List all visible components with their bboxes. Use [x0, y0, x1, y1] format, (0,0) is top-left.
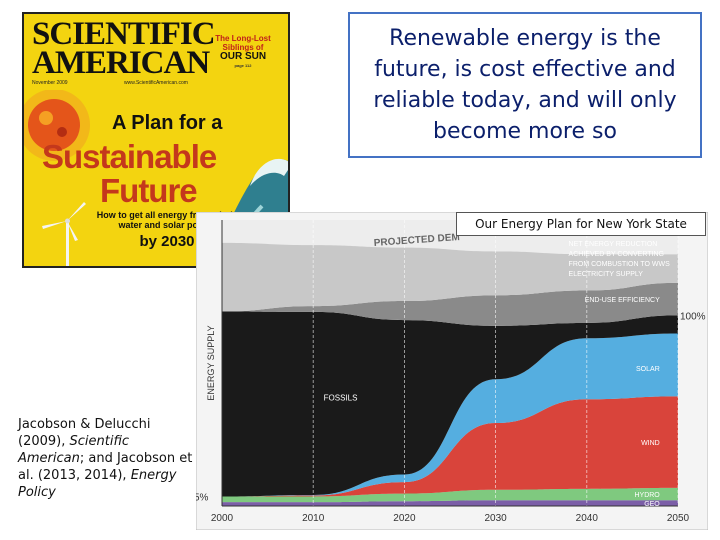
net-label-line: ACHIEVED BY CONVERTING — [569, 251, 664, 258]
magazine-masthead: SCIENTIFIC AMERICAN — [32, 18, 216, 81]
marker-label-100: 100% — [680, 311, 706, 322]
series-label-end-use: END-USE EFFICIENCY — [585, 297, 660, 304]
area-wind — [222, 396, 678, 497]
series-label-solar: SOLAR — [636, 366, 660, 373]
citation-journal1: Scientific American — [18, 434, 130, 466]
wind-turbine-icon — [42, 202, 86, 266]
area-hydro — [222, 487, 678, 503]
slide-title: Renewable energy is the future, is cost … — [373, 26, 677, 144]
sun-caption: The Long-Lost Siblings of OUR SUN page 1… — [202, 34, 284, 70]
net-label-line: NET ENERGY REDUCTION — [569, 241, 658, 248]
net-label-line: ELECTRICITY SUPPLY — [569, 271, 644, 278]
area-geo — [222, 500, 678, 506]
x-tick-label-2000: 2000 — [211, 513, 234, 524]
net-label-line: FROM COMBUSTION TO WWS — [569, 261, 671, 268]
sun-caption-line1: The Long-Lost — [215, 34, 271, 43]
slide-title-box: Renewable energy is the future, is cost … — [348, 12, 702, 158]
series-label-geo: GEO — [644, 501, 660, 508]
magazine-url: www.ScientificAmerican.com — [124, 80, 188, 86]
x-tick-label-2010: 2010 — [302, 513, 325, 524]
x-tick-label-2050: 2050 — [667, 513, 690, 524]
cover-subhead: How to get all energy from wind, water a… — [96, 210, 236, 230]
sun-caption-line2: Siblings of — [222, 43, 264, 52]
headline-sustainable: Sustainable — [42, 138, 217, 175]
headline-intro: A Plan for a — [112, 112, 223, 134]
area-fossils — [222, 311, 678, 497]
x-tick-label-2040: 2040 — [576, 513, 599, 524]
citation-journal2: Energy Policy — [18, 468, 177, 500]
masthead-line2: AMERICAN — [32, 45, 210, 81]
area-end-use — [222, 282, 678, 326]
chart-label: Our Energy Plan for New York State — [456, 212, 706, 236]
sun-illustration-icon — [24, 90, 90, 161]
headline-future: Future — [100, 172, 198, 209]
masthead-line1: SCIENTIFIC — [32, 16, 216, 52]
x-tick-label-2030: 2030 — [484, 513, 507, 524]
area-solar — [222, 333, 678, 497]
series-label-hydro: HYDRO — [634, 492, 660, 499]
magazine-cover: SCIENTIFIC AMERICAN November 2009 www.Sc… — [22, 12, 290, 268]
issue-date: November 2009 — [32, 80, 68, 86]
y-axis-label: ENERGY SUPPLY — [206, 325, 216, 400]
x-tick-label-2020: 2020 — [393, 513, 416, 524]
citation-part2: ; and Jacobson et al. (2013, 2014), — [18, 451, 193, 483]
series-label-wind: WIND — [641, 440, 660, 447]
marker-label-5: 5% — [196, 492, 209, 503]
area-net — [222, 242, 678, 312]
citation: Jacobson & Delucchi (2009), Scientific A… — [18, 416, 196, 501]
cover-by-year: by 2030 — [139, 233, 195, 250]
energy-supply-chart: 2000 2010 2020 2030 2040 2050 ENERGY SUPPLY 5% 1… — [196, 212, 708, 530]
series-label-net-energy-reduction: NET ENERGY REDUCTION ACHIEVED BY CONVERTI… — [569, 241, 671, 278]
citation-part1: Jacobson & Delucchi (2009), — [18, 417, 151, 449]
sun-caption-page: page 112 — [234, 63, 252, 68]
series-label-fossils: FOSSILS — [324, 393, 358, 402]
sun-caption-line3: OUR SUN — [219, 51, 267, 62]
